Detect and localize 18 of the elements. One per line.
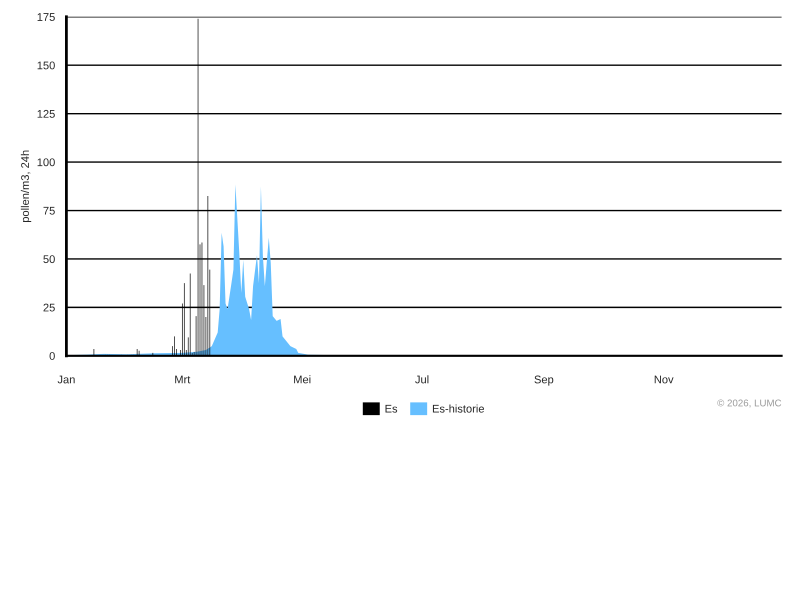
legend-label: Es [386,404,398,413]
y-tick-label: 175 [38,13,55,21]
y-tick-label: 125 [38,110,55,118]
y-tick-label: 0 [50,352,55,360]
x-tick-label: Jul [415,375,428,384]
y-axis-title: pollen/m3, 24h [20,150,32,222]
y-tick-label: 100 [38,158,55,166]
x-tick-label: Nov [654,376,674,384]
x-tick-label: Mrt [175,376,190,384]
y-tick-label: 25 [43,304,55,312]
legend-label: Es-historie [432,404,484,413]
y-tick-label: 150 [38,61,55,70]
x-tick-label: Jan [58,376,75,384]
y-tick-label: 50 [43,255,55,264]
y-tick-label: 75 [44,206,55,215]
x-tick-label: Mei [294,375,310,384]
x-tick-label: Sep [534,376,554,386]
text: © 2026, LUMC [717,400,782,408]
